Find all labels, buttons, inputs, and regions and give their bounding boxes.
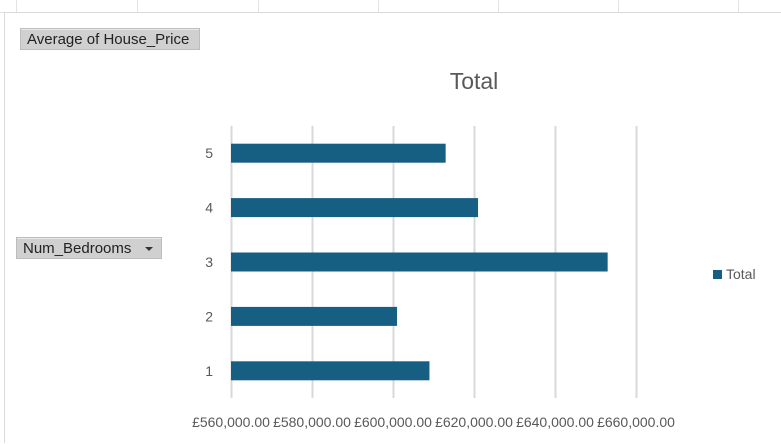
bar [231, 198, 479, 218]
dropdown-arrow-icon[interactable] [145, 247, 153, 251]
x-tick-label: £600,000.00 [354, 414, 432, 430]
bar [231, 143, 446, 163]
legend: Total [713, 266, 756, 282]
x-tick-label: £620,000.00 [435, 414, 513, 430]
x-tick-label: £580,000.00 [273, 414, 351, 430]
bar [231, 306, 398, 326]
legend-swatch-icon [713, 270, 722, 279]
rows-field-label: Num_Bedrooms [23, 240, 132, 257]
y-tick-label: 2 [205, 308, 213, 324]
x-tick-label: £640,000.00 [516, 414, 594, 430]
y-tick-label: 4 [205, 200, 213, 216]
y-tick-label: 3 [205, 254, 213, 270]
values-field-button[interactable]: Average of House_Price [20, 28, 200, 50]
chart-title: Total [449, 68, 499, 94]
legend-label: Total [726, 266, 756, 282]
rows-field-button[interactable]: Num_Bedrooms [16, 237, 162, 259]
y-tick-label: 1 [205, 363, 213, 379]
bar [231, 252, 608, 272]
bar [231, 361, 430, 381]
x-tick-label: £560,000.00 [192, 414, 270, 430]
y-tick-label: 5 [205, 145, 213, 161]
x-tick-label: £660,000.00 [597, 414, 675, 430]
